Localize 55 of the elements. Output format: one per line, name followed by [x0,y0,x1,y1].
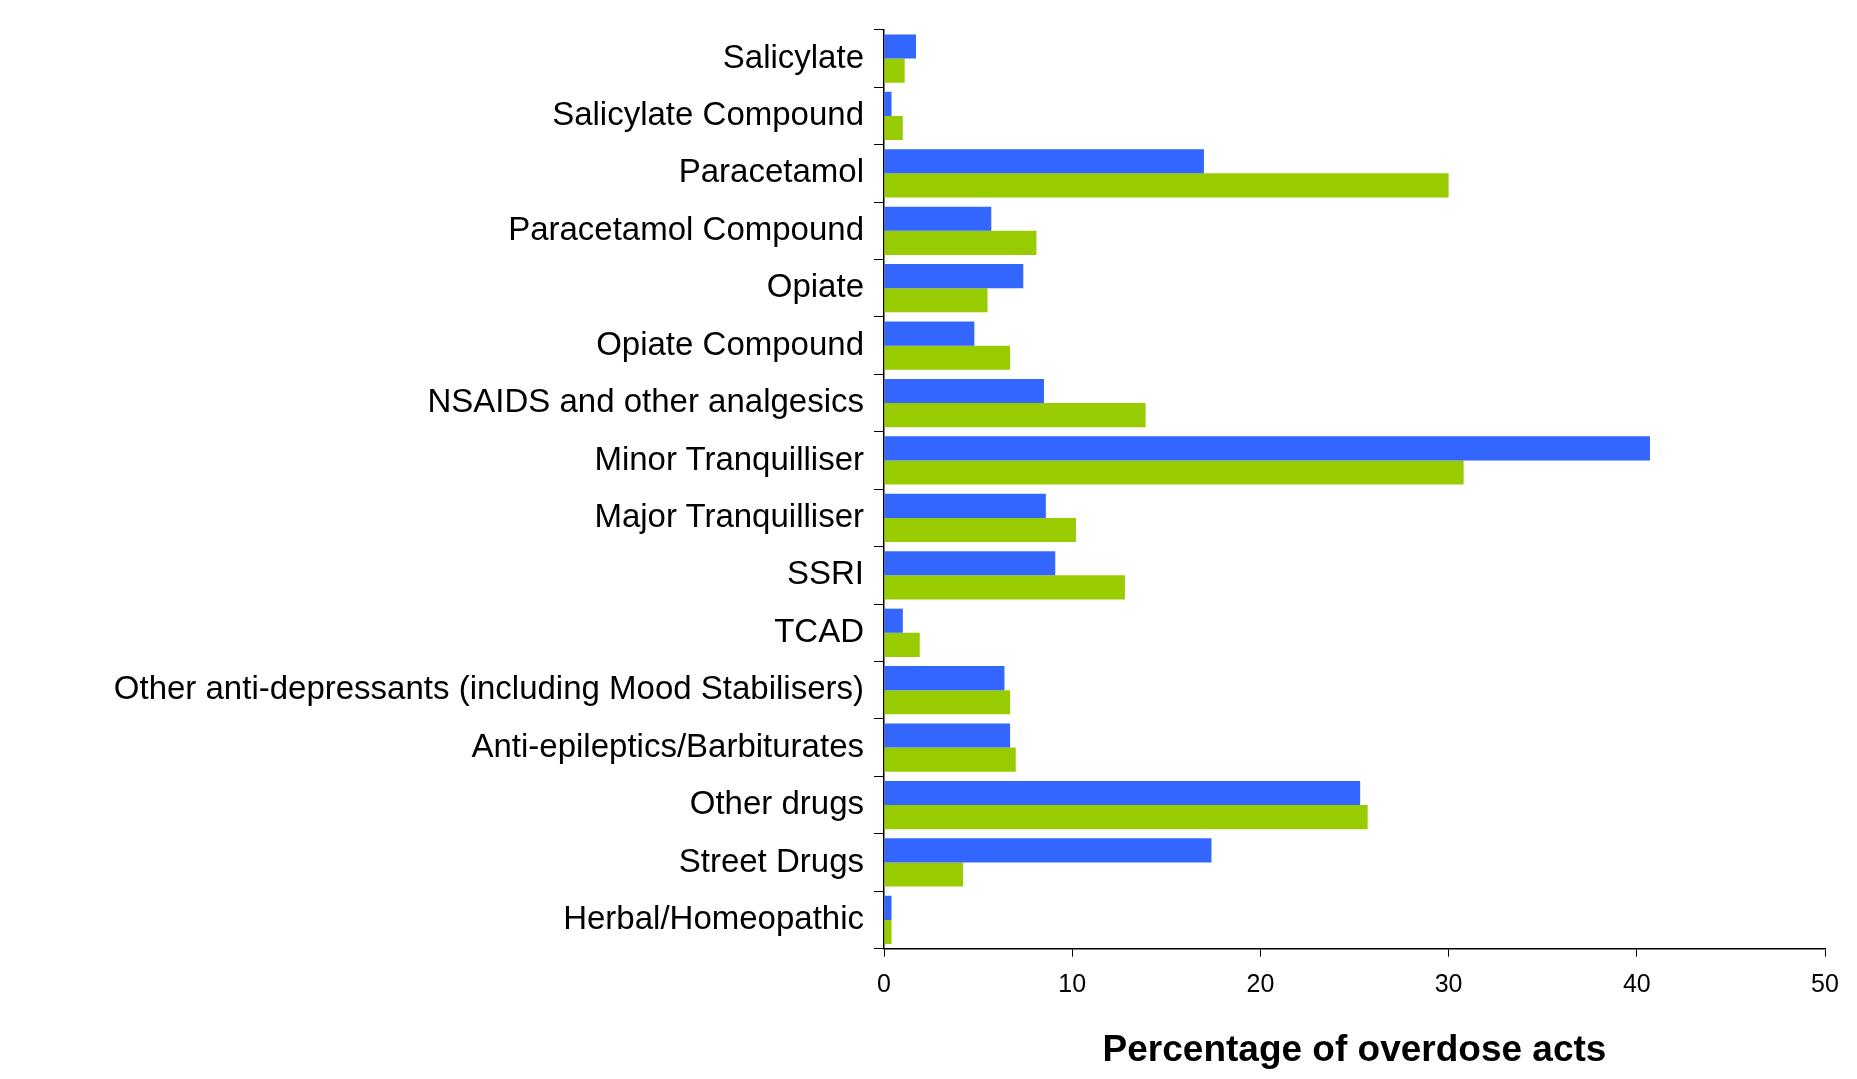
bar [884,723,1011,748]
bar [884,838,1212,863]
bar [884,378,1044,404]
y-tick-label: Opiate Compound [596,324,864,362]
bar [884,608,903,633]
x-tick-label: 10 [1058,969,1087,998]
bar [884,805,1368,830]
x-tick-label: 50 [1811,969,1839,998]
y-tick-label: TCAD [774,611,864,649]
bar [884,575,1125,600]
bar [884,403,1146,428]
y-tick-label: NSAIDS and other analgesics [427,382,864,420]
x-tick-label: 0 [877,969,891,998]
y-tick-label: Anti-epileptics/Barbiturates [471,726,864,764]
y-tick-label: Salicylate Compound [552,95,864,133]
x-tick-label: 20 [1246,969,1275,998]
bar [884,666,1005,691]
bar [884,551,1056,576]
y-tick-label: Other drugs [689,784,864,822]
y-tick-label: Street Drugs [678,841,864,879]
bar [884,690,1011,715]
bar [884,58,905,83]
bar [884,91,892,116]
bar [884,149,1204,174]
bar [884,632,920,657]
y-tick-label: Other anti-depressants (including Mood Stabilisers) [113,669,864,707]
bar [884,862,964,887]
y-tick-label: Minor Tranquilliser [594,439,865,477]
bar [884,780,1361,806]
bar [884,173,1449,198]
bar [884,493,1046,518]
y-tick-label: Paracetamol Compound [508,209,864,247]
y-tick-label: Salicylate [722,37,864,75]
bar [884,460,1464,485]
y-tick-label: SSRI [786,554,864,592]
x-tick-label: 30 [1434,969,1463,998]
y-tick-label: Major Tranquilliser [594,497,865,535]
bar [884,919,892,945]
y-tick-label: Herbal/Homeopathic [563,898,864,936]
bar [884,895,892,920]
y-tick-label: Paracetamol [678,152,864,190]
bar [884,34,916,59]
y-tick-label: Opiate [766,267,864,305]
bar [884,321,975,346]
bar [884,436,1650,461]
bar [884,345,1011,370]
bar [884,230,1037,255]
x-axis-title: Percentage of overdose acts [1102,1028,1607,1069]
bar [884,517,1076,543]
bar [884,115,903,141]
x-tick-label: 40 [1622,969,1651,998]
bar [884,206,992,231]
bar [884,747,1016,772]
bar [884,288,988,313]
bar [884,264,1024,289]
